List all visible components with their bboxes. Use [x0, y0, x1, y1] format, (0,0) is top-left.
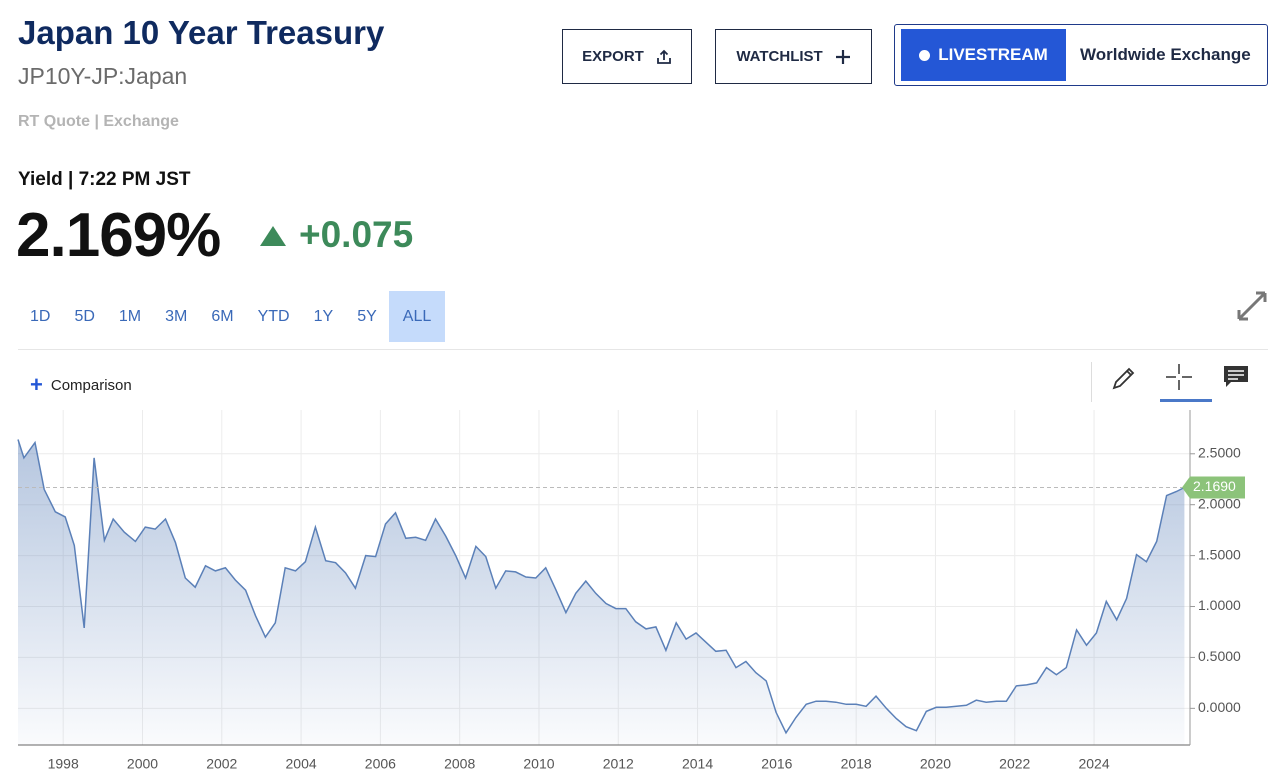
export-icon [656, 49, 671, 64]
expand-icon[interactable] [1236, 290, 1268, 322]
current-label: 2.1690 [1193, 478, 1236, 494]
comparison-button[interactable]: + Comparison [30, 372, 132, 397]
yield-time: Yield | 7:22 PM JST [18, 169, 191, 190]
x-tick-label: 2014 [682, 756, 713, 772]
comparison-label: Comparison [50, 376, 132, 394]
x-tick-label: 2012 [603, 756, 634, 772]
comment-icon[interactable] [1222, 364, 1250, 390]
range-button[interactable]: 6M [211, 307, 234, 325]
chart: 1998 2000 2002 2004 2006 2008 2010 2012 2014 2016… [17, 410, 1245, 772]
range-button[interactable]: 1Y [313, 307, 334, 325]
divider [1091, 362, 1092, 402]
current-tag [1182, 476, 1245, 499]
export-button[interactable]: EXPORT [562, 29, 692, 84]
range-button[interactable]: ALL [388, 291, 446, 342]
quote-source: RT Quote | Exchange [18, 113, 179, 130]
range-selector: 1D 5D 1M 3M 6M YTD 1Y 5Y ALL [18, 291, 446, 342]
range-button[interactable]: 5D [74, 307, 95, 325]
x-tick-label: 2008 [444, 756, 475, 772]
x-tick-label: 2000 [127, 756, 158, 772]
y-tick-label: 2.5000 [1198, 444, 1241, 460]
x-tick-label: 2004 [286, 756, 317, 772]
x-tick-label: 2024 [1078, 756, 1109, 772]
y-tick-label: 1.5000 [1198, 546, 1241, 562]
watchlist-label: WATCHLIST [736, 48, 823, 65]
export-label: EXPORT [582, 48, 644, 65]
x-tick-label: 1998 [48, 756, 79, 772]
active-tool [1160, 399, 1212, 402]
range-button[interactable]: 1D [30, 307, 51, 325]
change: +0.075 [299, 214, 414, 255]
crosshair-icon[interactable] [1164, 362, 1194, 392]
x-tick-label: 2018 [841, 756, 872, 772]
area-fill [18, 439, 1185, 745]
title: Japan 10 Year Treasury [18, 14, 385, 51]
channel[interactable]: Worldwide Exchange [1080, 45, 1251, 64]
y-tick-label: 1.0000 [1198, 597, 1241, 613]
symbol: JP10Y-JP:Japan [18, 63, 188, 89]
y-tick-label: 0.0000 [1198, 699, 1241, 715]
separator [18, 349, 1268, 350]
x-tick-label: 2010 [523, 756, 554, 772]
x-tick-label: 2002 [206, 756, 237, 772]
x-tick-label: 2020 [920, 756, 951, 772]
line [17, 439, 1185, 735]
price: 2.169% [16, 201, 221, 270]
livestream-label: LIVESTREAM [938, 45, 1048, 64]
range-button[interactable]: 1M [118, 307, 142, 325]
range-button[interactable]: YTD [257, 307, 290, 325]
livestream-button[interactable]: LIVESTREAM [901, 29, 1066, 81]
x-tick-label: 2016 [761, 756, 792, 772]
y-tick-label: 2.0000 [1198, 495, 1241, 511]
plus-icon [835, 49, 850, 64]
y-tick-label: 0.5000 [1198, 648, 1241, 664]
up-arrow [260, 226, 286, 246]
livestream-box [894, 24, 1268, 86]
x-tick-label: 2006 [365, 756, 396, 772]
x-tick-label: 2022 [999, 756, 1030, 772]
range-button[interactable]: 5Y [357, 307, 377, 325]
draw-icon[interactable] [1110, 364, 1138, 392]
watchlist-button[interactable]: WATCHLIST [715, 29, 872, 84]
range-button[interactable]: 3M [165, 307, 188, 325]
